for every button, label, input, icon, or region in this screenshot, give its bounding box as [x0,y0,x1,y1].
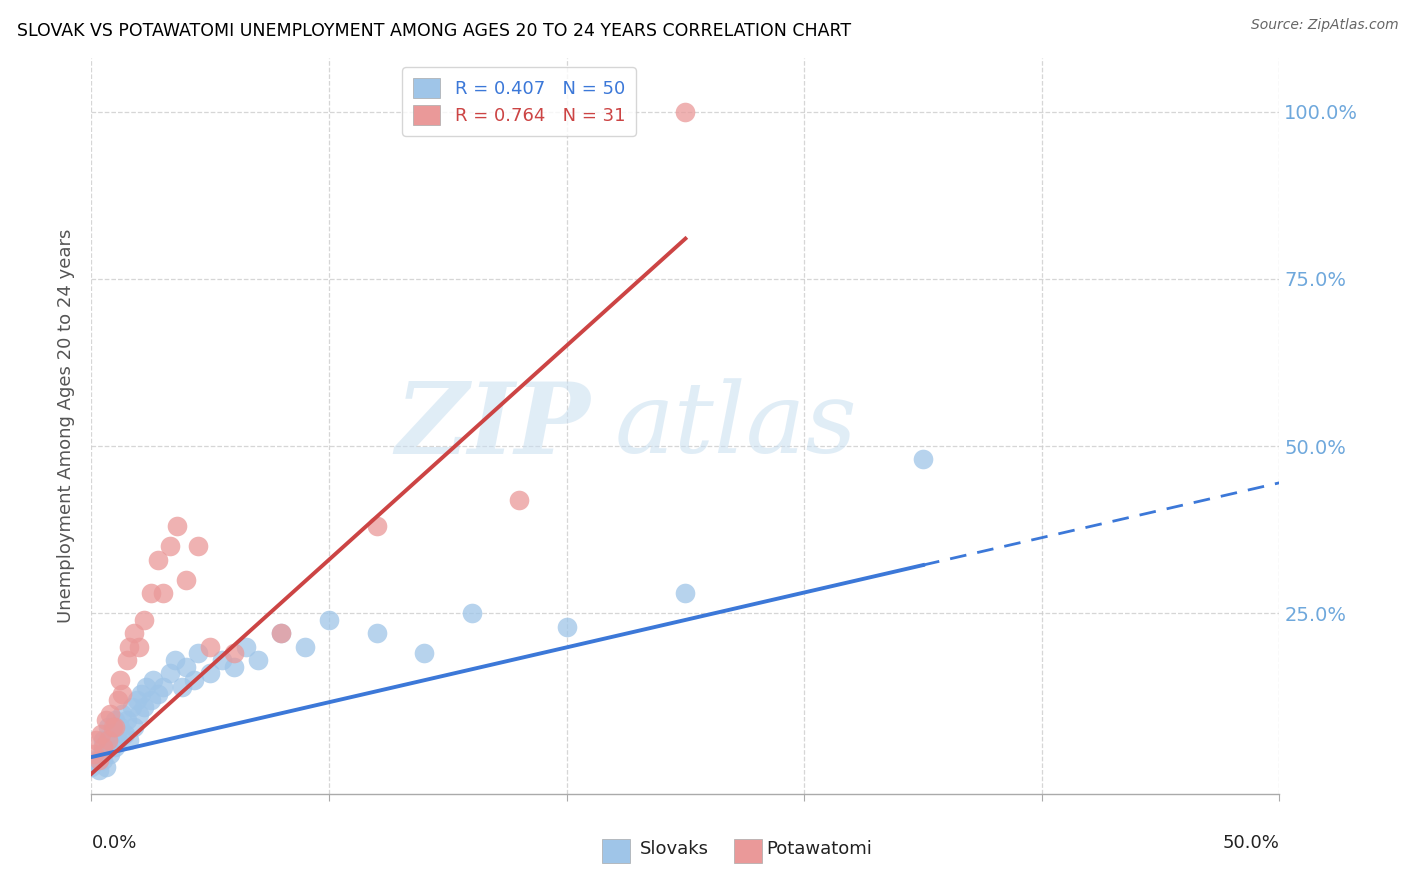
Point [97,733,120,747]
Point [125,693,148,707]
Point [104,740,127,755]
Point [97,740,120,755]
Point [555,619,578,633]
Point [115,714,138,728]
Point [183,673,205,687]
Point [159,666,181,681]
Point [508,492,530,507]
Point [90,726,112,740]
Point [114,726,136,740]
Point [166,519,188,533]
Text: atlas: atlas [614,378,856,474]
Point [80,760,103,774]
Point [94,714,117,728]
Point [294,640,316,654]
Point [115,653,138,667]
Point [270,626,292,640]
Point [673,104,696,119]
Point [460,607,482,621]
Point [118,640,141,654]
Point [366,626,388,640]
Point [222,646,245,660]
Point [187,539,209,553]
Point [101,720,124,734]
Point [318,613,340,627]
Point [111,706,134,721]
Point [108,673,131,687]
Point [122,626,145,640]
Point [132,613,155,627]
Point [911,452,934,467]
Point [146,687,169,701]
Point [94,760,117,774]
Point [104,720,127,734]
Point [100,706,122,721]
Y-axis label: Unemployment Among Ages 20 to 24 years: Unemployment Among Ages 20 to 24 years [58,228,76,624]
Point [176,573,198,587]
Text: 50.0%: 50.0% [1223,834,1279,852]
Point [152,586,174,600]
Point [152,680,174,694]
Point [200,640,222,654]
Point [91,753,114,767]
Point [163,653,186,667]
Text: SLOVAK VS POTAWATOMI UNEMPLOYMENT AMONG AGES 20 TO 24 YEARS CORRELATION CHART: SLOVAK VS POTAWATOMI UNEMPLOYMENT AMONG … [17,22,851,40]
Point [90,747,112,761]
Point [87,753,110,767]
Point [101,726,124,740]
Point [176,660,198,674]
Point [107,693,129,707]
Point [128,706,150,721]
Point [84,733,107,747]
Text: 0.0%: 0.0% [91,834,136,852]
Point [118,733,141,747]
Text: Source: ZipAtlas.com: Source: ZipAtlas.com [1251,18,1399,32]
Point [122,720,145,734]
Point [139,586,162,600]
Point [270,626,292,640]
Point [107,733,129,747]
Point [135,680,157,694]
Point [246,653,269,667]
Point [235,640,257,654]
Point [222,660,245,674]
Point [84,753,107,767]
Point [159,539,181,553]
Point [146,552,169,567]
Point [129,687,152,701]
Text: ZIP: ZIP [395,377,591,475]
Point [97,720,120,734]
Point [187,646,209,660]
Text: Slovaks: Slovaks [640,840,709,858]
Point [108,720,131,734]
Point [104,714,127,728]
Point [87,764,110,778]
Point [121,699,143,714]
Legend: R = 0.407   N = 50, R = 0.764   N = 31: R = 0.407 N = 50, R = 0.764 N = 31 [402,67,636,136]
Point [366,519,388,533]
Point [100,747,122,761]
Point [413,646,436,660]
Point [139,693,162,707]
Point [673,586,696,600]
Point [128,640,150,654]
Text: Potawatomi: Potawatomi [766,840,872,858]
Point [170,680,193,694]
Point [132,699,155,714]
Point [211,653,233,667]
Point [200,666,222,681]
Point [111,687,134,701]
Point [91,733,114,747]
Point [142,673,165,687]
Point [83,747,105,761]
Point [91,740,114,755]
